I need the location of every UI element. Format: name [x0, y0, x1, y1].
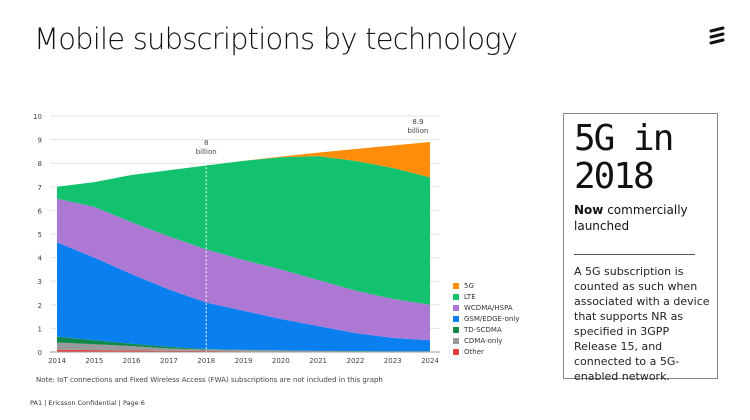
x-tick-label: 2020 — [272, 357, 290, 365]
legend-item: TD-SCDMA — [453, 324, 519, 335]
page-title: Mobile subscriptions by technology — [34, 22, 518, 56]
sub-prefix: Now — [574, 203, 604, 217]
legend-item: CDMA-only — [453, 335, 519, 346]
chart-note: Note: IoT connections and Fixed Wireless… — [36, 376, 383, 384]
area-gsm-edge-only — [57, 242, 430, 352]
y-tick-label: 8 — [38, 160, 42, 168]
x-tick-label: 2015 — [85, 357, 103, 365]
x-tick-label: 2016 — [123, 357, 141, 365]
legend-swatch — [453, 337, 459, 344]
y-tick-label: 2 — [38, 302, 42, 310]
legend-label: Other — [464, 347, 484, 356]
area-wcdma-hspa — [57, 198, 430, 341]
annotation-value: 8.9 — [412, 118, 423, 126]
x-tick-label: 2017 — [160, 357, 178, 365]
legend-swatch — [453, 304, 459, 311]
legend-swatch — [453, 326, 459, 333]
legend-item: GSM/EDGE-only — [453, 313, 519, 324]
legend-label: LTE — [464, 292, 476, 301]
legend-item: LTE — [453, 291, 519, 302]
area-5g — [57, 141, 430, 187]
y-tick-label: 4 — [38, 255, 43, 263]
y-tick-label: 6 — [38, 207, 43, 215]
y-tick-label: 9 — [38, 137, 42, 145]
y-tick-label: 10 — [33, 113, 42, 121]
legend-swatch — [453, 282, 459, 289]
legend-swatch — [453, 348, 459, 355]
x-tick-label: 2024 — [421, 357, 439, 365]
annotation-unit: billion — [196, 148, 217, 156]
y-tick-label: 5 — [38, 231, 42, 239]
legend: 5G LTE WCDMA/HSPA GSM/EDGE-only TD-SCDMA CDMA… — [453, 280, 519, 357]
x-tick-label: 2019 — [235, 357, 253, 365]
headline-line2: 2018 — [574, 156, 655, 197]
annotation-unit: billion — [408, 127, 429, 135]
x-tick-label: 2023 — [384, 357, 402, 365]
legend-label: WCDMA/HSPA — [464, 303, 513, 312]
divider — [574, 254, 695, 255]
legend-item: Other — [453, 346, 519, 357]
legend-swatch — [453, 315, 459, 322]
legend-item: WCDMA/HSPA — [453, 302, 519, 313]
x-tick-label: 2022 — [346, 357, 364, 365]
callout-headline: 5G in 2018 — [574, 118, 674, 197]
callout-box: 5G in 2018 Now commercially launched A 5G… — [563, 113, 718, 383]
x-tick-label: 2014 — [48, 357, 66, 365]
callout-subheading: Now commercially launched — [574, 202, 717, 234]
y-tick-label: 7 — [38, 184, 42, 192]
legend-swatch — [453, 293, 459, 300]
legend-label: 5G — [464, 281, 474, 290]
callout-description: A 5G subscription is counted as such whe… — [574, 265, 710, 383]
legend-label: GSM/EDGE-only — [464, 314, 520, 323]
sub-text: commercially launched — [574, 203, 688, 233]
area-td-scdma — [57, 336, 430, 352]
legend-label: TD-SCDMA — [464, 325, 502, 334]
footer: PA1 | Ericsson Confidential | Page 6 — [30, 399, 145, 407]
y-tick-label: 3 — [38, 278, 42, 286]
area-lte — [57, 156, 430, 305]
annotation-value: 8 — [204, 139, 208, 147]
legend-label: CDMA-only — [464, 336, 503, 345]
legend-item: 5G — [453, 280, 519, 291]
area-cdma-only — [57, 342, 430, 352]
headline-line1: 5G in — [574, 118, 674, 159]
y-tick-label: 1 — [38, 325, 42, 333]
y-tick-label: 0 — [38, 349, 42, 357]
area-other — [57, 349, 430, 352]
x-tick-label: 2018 — [197, 357, 215, 365]
x-tick-label: 2021 — [309, 357, 327, 365]
ericsson-logo — [709, 26, 725, 45]
